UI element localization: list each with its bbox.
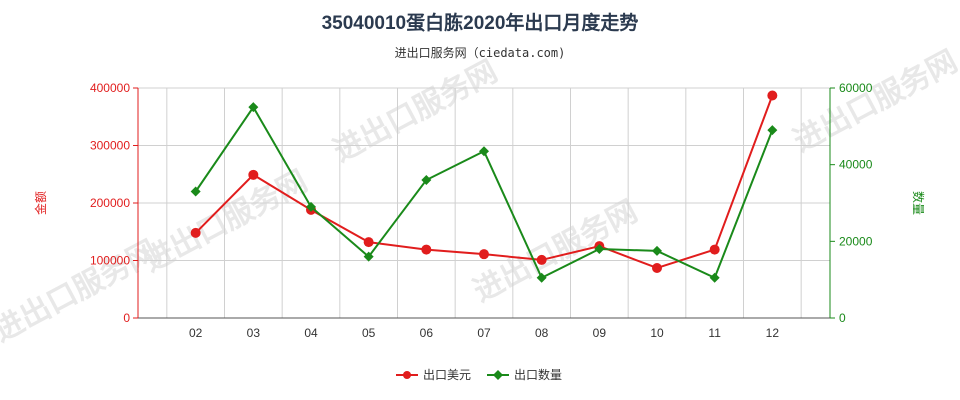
data-point-quantity <box>709 272 720 283</box>
legend-label-amount: 出口美元 <box>423 368 471 382</box>
x-tick-label: 11 <box>708 326 721 340</box>
data-point-quantity <box>767 125 778 136</box>
data-point-quantity <box>594 244 605 254</box>
data-point-quantity <box>363 251 374 262</box>
x-tick-label: 07 <box>477 326 491 340</box>
legend-item-quantity[interactable]: 出口数量 <box>487 367 562 382</box>
x-tick-label: 02 <box>189 326 203 340</box>
series-layer <box>190 90 778 283</box>
data-point-amount <box>767 90 778 101</box>
data-point-amount <box>709 244 720 255</box>
right-axis-label: 数量 <box>911 191 926 215</box>
x-tick-label: 08 <box>535 326 549 340</box>
right-tick-label: 20000 <box>839 234 873 248</box>
right-tick-label: 0 <box>839 311 846 325</box>
right-tick-label: 40000 <box>839 158 873 172</box>
data-point-quantity <box>479 146 489 157</box>
left-axis-ticks: 0 100000 200000 300000 400000 <box>90 81 138 325</box>
x-tick-label: 12 <box>766 326 780 340</box>
left-tick-label: 0 <box>123 311 130 325</box>
legend-marker-quantity <box>493 370 503 380</box>
watermark-text: 进出口服务网 <box>328 55 502 169</box>
legend-item-amount[interactable]: 出口美元 <box>396 368 471 382</box>
legend-marker-amount <box>403 371 411 379</box>
x-tick-label: 10 <box>650 326 664 340</box>
x-tick-label: 09 <box>593 326 607 340</box>
legend-label-quantity: 出口数量 <box>514 367 562 382</box>
data-point-amount <box>536 254 547 265</box>
data-point-amount <box>190 227 201 238</box>
grid-lines <box>138 87 830 319</box>
left-axis-label: 金额 <box>33 191 48 215</box>
data-point-amount <box>248 169 259 180</box>
left-tick-label: 100000 <box>90 254 130 268</box>
data-point-amount <box>479 249 489 260</box>
x-axis-ticks: 02 03 04 05 06 07 08 09 10 11 12 <box>189 326 779 340</box>
x-tick-label: 05 <box>362 326 376 340</box>
legend: 出口美元 出口数量 <box>396 367 562 382</box>
right-tick-label: 60000 <box>839 81 873 95</box>
data-point-quantity <box>248 102 259 113</box>
left-tick-label: 400000 <box>90 81 130 95</box>
left-tick-label: 200000 <box>90 196 130 210</box>
data-point-amount <box>421 244 432 255</box>
watermark-text: 进出口服务网 <box>138 165 312 279</box>
data-point-quantity <box>306 201 316 212</box>
chart-title: 35040010蛋白胨2020年出口月度走势 <box>322 11 639 34</box>
x-tick-label: 03 <box>247 326 261 340</box>
watermark-text: 进出口服务网 <box>788 45 960 159</box>
data-point-amount <box>652 262 662 273</box>
data-point-quantity <box>536 272 547 283</box>
data-point-quantity <box>421 175 432 185</box>
x-tick-label: 06 <box>420 326 434 340</box>
data-point-quantity <box>652 245 662 256</box>
left-tick-label: 300000 <box>90 139 130 153</box>
x-tick-label: 04 <box>304 326 318 340</box>
data-point-quantity <box>190 186 201 197</box>
chart-subtitle: 进出口服务网（ciedata.com) <box>395 45 566 60</box>
data-point-amount <box>363 237 374 248</box>
right-axis-ticks: 0 20000 40000 60000 <box>830 81 873 325</box>
